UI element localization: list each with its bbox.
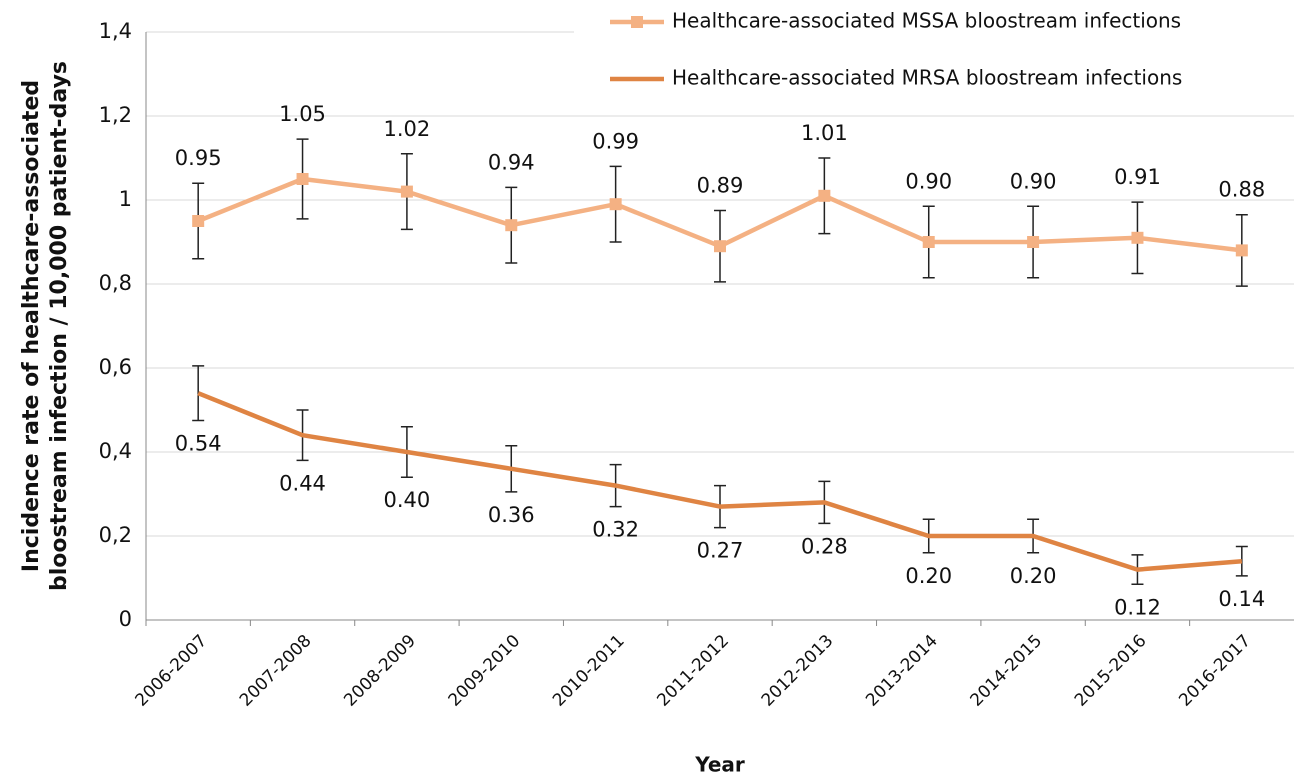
y-axis-title-line: bloostream infection / 10,000 patient-da… <box>47 61 72 591</box>
x-tick-label: 2010-2011 <box>549 631 629 711</box>
marker <box>922 236 935 248</box>
series-line <box>197 391 1243 572</box>
marker <box>505 219 518 232</box>
data-label: 0.12 <box>1114 595 1161 619</box>
data-label: 0.44 <box>279 471 326 495</box>
y-axis-title: Incidence rate of healthcare-associated … <box>19 61 72 591</box>
x-tick-label: 2011-2012 <box>653 631 733 711</box>
error-bar <box>1235 545 1248 577</box>
marker <box>609 198 622 211</box>
marker <box>1027 236 1040 248</box>
data-label: 0.91 <box>1114 165 1161 189</box>
y-tick-label: 1 <box>119 187 132 211</box>
data-label: 0.36 <box>488 503 535 527</box>
marker <box>1131 231 1144 244</box>
legend-marker <box>631 16 643 28</box>
legend-label: Healthcare-associated MRSA bloostream in… <box>672 66 1182 90</box>
marker <box>296 173 309 185</box>
data-label: 0.40 <box>384 488 431 512</box>
legend-background <box>574 0 1294 106</box>
y-tick-label: 0,2 <box>99 523 132 547</box>
x-tick-label: 2008-2009 <box>340 631 420 711</box>
x-tick-label: 2015-2016 <box>1071 631 1151 711</box>
y-tick-label: 0 <box>119 607 132 631</box>
marker <box>818 189 831 202</box>
data-label: 0.20 <box>1010 564 1057 588</box>
data-label: 0.90 <box>1010 169 1057 193</box>
x-axis-title: Year <box>694 753 745 777</box>
legend: Healthcare-associated MSSA bloostream in… <box>574 0 1294 106</box>
x-tick-label: 2013-2014 <box>862 631 942 711</box>
data-label: 1.02 <box>384 117 431 141</box>
data-label: 0.14 <box>1218 587 1265 611</box>
data-label: 0.95 <box>175 146 222 170</box>
y-tick-label: 0,8 <box>99 271 132 295</box>
data-label: 0.27 <box>697 539 744 563</box>
data-label: 0.94 <box>488 150 535 174</box>
data-label: 0.99 <box>592 129 639 153</box>
x-tick-label: 2014-2015 <box>966 631 1046 711</box>
data-label: 0.32 <box>592 518 639 542</box>
data-label: 1.05 <box>279 102 326 126</box>
marker <box>192 215 205 227</box>
y-tick-label: 1,2 <box>99 103 132 127</box>
x-tick-label: 2007-2008 <box>236 631 316 711</box>
data-label: 1.01 <box>801 121 848 145</box>
x-tick-label: 2006-2007 <box>132 631 212 711</box>
data-label: 0.89 <box>697 174 744 198</box>
marker <box>714 240 726 253</box>
x-tick-label: 2016-2017 <box>1175 631 1255 711</box>
data-label: 0.20 <box>905 564 952 588</box>
x-tick-label: 2009-2010 <box>445 631 525 711</box>
y-tick-label: 1,4 <box>99 19 132 43</box>
y-tick-label: 0,6 <box>99 355 132 379</box>
data-label: 0.28 <box>801 534 848 558</box>
data-label: 0.90 <box>905 169 952 193</box>
x-tick-label: 2012-2013 <box>758 631 838 711</box>
marker <box>400 185 413 198</box>
legend-label: Healthcare-associated MSSA bloostream in… <box>672 9 1181 33</box>
y-axis-title-line: Incidence rate of healthcare-associated <box>19 80 44 572</box>
data-label: 0.54 <box>175 432 222 456</box>
y-tick-label: 0,4 <box>99 439 132 463</box>
data-label: 0.88 <box>1218 178 1265 202</box>
marker <box>1235 244 1248 257</box>
